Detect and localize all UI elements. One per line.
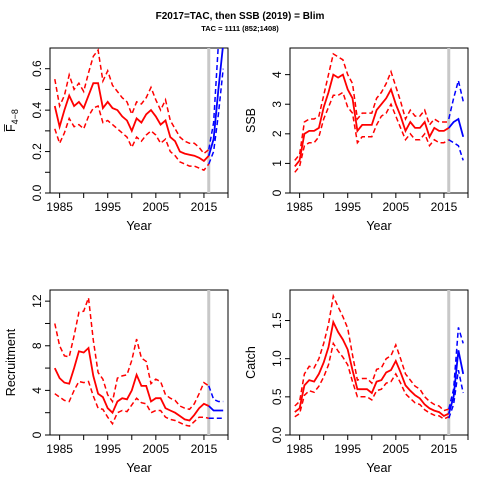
x-axis-label: Year: [366, 461, 391, 475]
panel-2: 1985 1995 2005 2015 Year 0 4 8 12 Recruitment: [4, 289, 229, 475]
forecast-median-line: [447, 350, 465, 414]
forecast-median-line: [208, 405, 224, 412]
y-tick-label: 1.5: [270, 312, 284, 329]
x-tick-label: 1995: [94, 200, 121, 214]
y-tick-label: 8: [30, 342, 44, 349]
x-tick-label: 2015: [191, 442, 218, 456]
forecast-upper-ci-line: [448, 80, 464, 120]
historic-lower-ci-line: [294, 341, 450, 420]
x-tick-label: 1985: [286, 442, 313, 456]
y-tick-label: 0.2: [30, 143, 44, 160]
y-axis-label: SSB: [244, 108, 258, 133]
historic-lower-ci-line: [54, 380, 209, 427]
historic-upper-ci-line: [294, 52, 449, 161]
y-axis-label: Recruitment: [4, 328, 18, 396]
y-tick-label: 3: [270, 101, 284, 108]
x-axis-label: Year: [126, 219, 151, 233]
historic-lower-ci-line: [54, 104, 210, 172]
historic-median-line: [294, 73, 450, 167]
y-tick-label: 1: [270, 160, 284, 167]
x-tick-label: 1985: [286, 200, 313, 214]
plot-area: [53, 290, 224, 435]
y-tick-label: 0.6: [30, 60, 44, 77]
plot-frame: [289, 289, 469, 436]
panel-1: 1985 1995 2005 2015 Year 0 1 2 3 4 SSB: [244, 47, 469, 233]
plot-area: [53, 48, 224, 193]
forecast-lower-ci-line: [208, 68, 224, 165]
y-tick-label: 0.4: [30, 101, 44, 118]
plot-frame: [49, 47, 229, 194]
forecast-lower-ci-line: [448, 139, 464, 161]
y-tick-label: 0: [30, 431, 44, 438]
y-tick-label: 0.0: [30, 184, 44, 201]
y-axis-label: Catch: [244, 346, 258, 379]
x-tick-label: 2005: [382, 200, 409, 214]
panel-0: 1985 1995 2005 2015 Year 0.0 0.2 0.4 0.6 F̅4−8: [4, 47, 229, 233]
y-tick-label: 4: [30, 387, 44, 394]
x-tick-label: 2015: [431, 200, 458, 214]
plot-area: [294, 290, 465, 435]
forecast-upper-ci-line: [208, 385, 224, 403]
forecast-median-line: [207, 48, 224, 156]
figure-subtitle: TAC = 1111 (852;1408): [201, 24, 279, 33]
x-tick-label: 1985: [46, 200, 73, 214]
y-tick-label: 2: [270, 130, 284, 137]
y-tick-label: 0.5: [270, 388, 284, 405]
panel-3: 1985 1995 2005 2015 Year 0.0 0.5 1.0 1.5 Catch: [244, 289, 469, 475]
x-axis-label: Year: [126, 461, 151, 475]
y-tick-label: 0: [270, 189, 284, 196]
x-axis-label: Year: [366, 219, 391, 233]
plot-area: [294, 48, 465, 193]
x-tick-label: 1995: [334, 442, 361, 456]
x-tick-label: 2005: [382, 442, 409, 456]
y-axis-label: F̅4−8: [4, 109, 20, 132]
x-tick-label: 1995: [334, 200, 361, 214]
historic-median-line: [53, 346, 210, 422]
historic-upper-ci-line: [54, 48, 210, 155]
y-tick-label: 1.0: [270, 350, 284, 367]
forecast-upper-ci-line: [208, 48, 219, 150]
x-tick-label: 1985: [46, 442, 73, 456]
forecast-median-line: [448, 117, 465, 138]
forecast-lower-ci-line: [448, 369, 464, 419]
historic-lower-ci-line: [294, 91, 450, 173]
historic-upper-ci-line: [54, 297, 210, 411]
x-tick-label: 2005: [142, 442, 169, 456]
x-tick-label: 1995: [94, 442, 121, 456]
y-tick-label: 4: [270, 71, 284, 78]
y-tick-label: 12: [30, 294, 44, 308]
plot-frame: [49, 289, 229, 436]
figure-title: F2017=TAC, then SSB (2019) = Blim: [155, 11, 325, 22]
forecast-upper-ci-line: [448, 327, 464, 410]
x-tick-label: 2015: [191, 200, 218, 214]
historic-upper-ci-line: [294, 293, 450, 412]
x-tick-label: 2005: [142, 200, 169, 214]
x-tick-label: 2015: [431, 442, 458, 456]
historic-median-line: [53, 82, 210, 163]
plot-frame: [289, 47, 469, 194]
y-tick-label: 0.0: [270, 426, 284, 443]
historic-median-line: [294, 319, 450, 417]
